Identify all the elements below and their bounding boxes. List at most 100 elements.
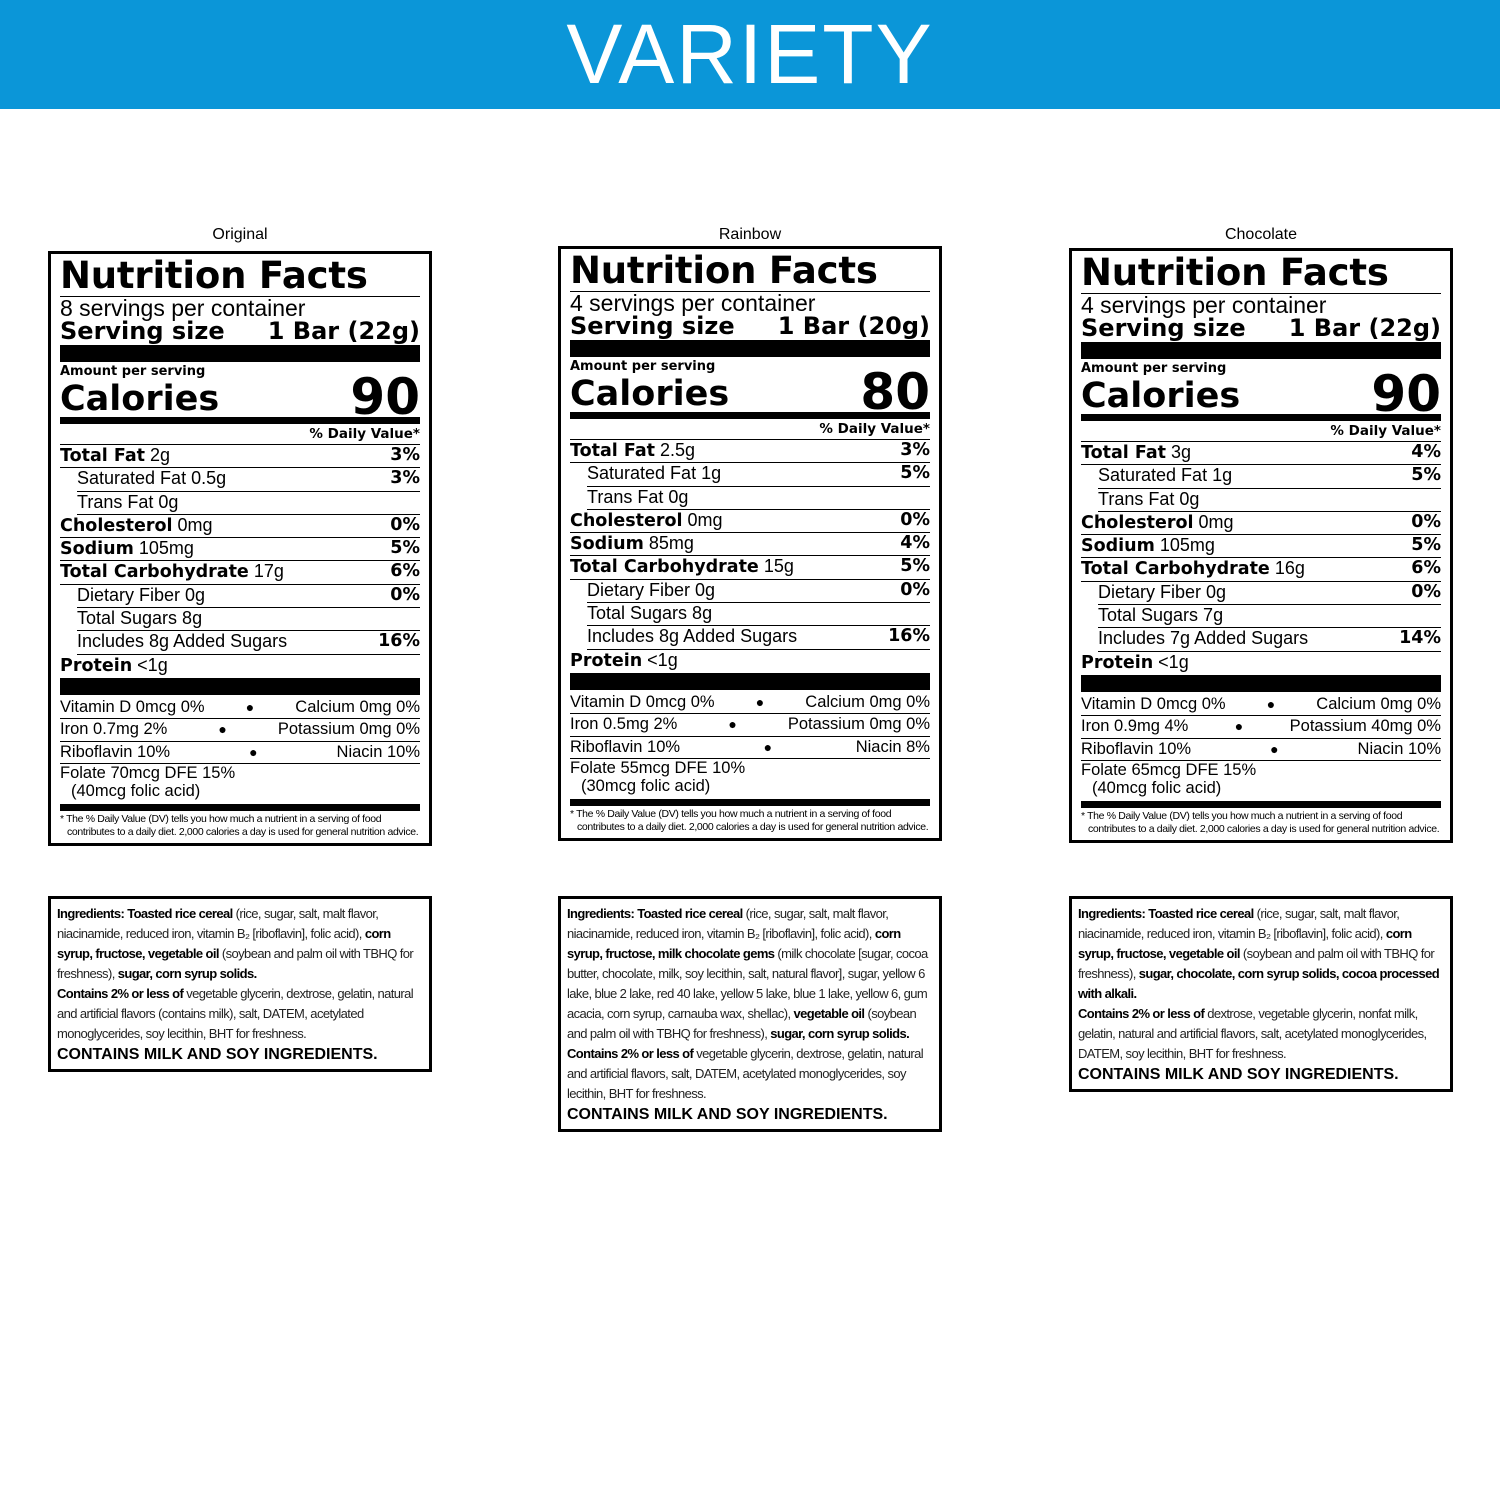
ingredient-bold: Ingredients: Toasted rice cereal — [57, 906, 233, 921]
ingredients-box: Ingredients: Toasted rice cereal (rice, … — [48, 896, 432, 1072]
calories: Calories 90 — [1081, 369, 1441, 419]
vitamin-right: Niacin 10% — [336, 742, 420, 761]
ingredients-list: Ingredients: Toasted rice cereal (rice, … — [567, 904, 934, 1044]
footnote-line: * The % Daily Value (DV) tells you how m… — [570, 808, 892, 821]
serving-size-value: 1 Bar (20g) — [777, 312, 930, 340]
bullet-icon: ● — [755, 693, 765, 710]
nutrient-amount: Saturated Fat 1g — [587, 463, 722, 484]
nutrient-amount: Saturated Fat 1g — [1098, 465, 1233, 486]
divider — [60, 417, 420, 424]
ingredient-bold: corn syrup, fructose, milk chocolate gem… — [567, 926, 901, 961]
nutrient-name: Total Carbohydrate — [570, 557, 759, 578]
vitamin-left: Iron 0.7mg 2% — [60, 720, 168, 739]
ingredient-bold: vegetable oil — [793, 1006, 866, 1021]
daily-value-header: % Daily Value* — [1081, 421, 1441, 442]
vitamin-left: Iron 0.9mg 4% — [1081, 717, 1189, 736]
nutrient-name: Protein — [60, 655, 133, 676]
vitamin-right: Niacin 8% — [855, 737, 930, 756]
calories-value: 90 — [350, 368, 420, 426]
daily-value: 3% — [900, 440, 930, 460]
nutrient-row: Dietary Fiber 0g 0% — [1098, 581, 1441, 606]
folic-acid: (30mcg folic acid) — [581, 777, 711, 796]
divider — [1081, 342, 1441, 359]
footnote-line: contributes to a daily diet. 2,000 calor… — [577, 821, 929, 834]
banner-title: VARIETY — [566, 7, 934, 101]
nutrient-name: Protein — [570, 650, 643, 671]
contains-text: vegetable glycerin, dextrose, gelatin, n… — [567, 1046, 924, 1101]
nutrition-column-original: Original Nutrition Facts 8 servings per … — [48, 225, 432, 847]
contains-less-than: Contains 2% or less of vegetable glyceri… — [57, 984, 424, 1044]
nutrient-amount: Includes 8g Added Sugars — [587, 626, 798, 647]
nutrient-row: Cholesterol 0mg 0% — [1081, 512, 1441, 536]
vitamin-left: Iron 0.5mg 2% — [570, 715, 678, 734]
daily-value: 16% — [378, 631, 420, 652]
nutrient-amount: 16g — [1269, 558, 1305, 579]
ingredient-text: (soybean and palm oil with TBHQ for fres… — [1078, 946, 1435, 981]
nutrient-name: Cholesterol — [570, 510, 683, 531]
ingredient-bold: sugar, chocolate, corn syrup solids, coc… — [1078, 966, 1440, 1001]
ingredients-list: Ingredients: Toasted rice cereal (rice, … — [1078, 904, 1445, 1004]
divider — [570, 412, 930, 419]
nutrient-row: Saturated Fat 1g 5% — [587, 463, 930, 487]
daily-value: 4% — [1411, 442, 1441, 462]
nutrient-amount: Dietary Fiber 0g — [77, 584, 206, 605]
divider — [60, 677, 420, 695]
footnote: * The % Daily Value (DV) tells you how m… — [1081, 808, 1441, 836]
nutrient-amount: 105mg — [1154, 535, 1215, 556]
daily-value: 5% — [1411, 465, 1441, 486]
nutrient-row: Total Sugars 8g — [77, 608, 420, 632]
calories-label: Calories — [1081, 376, 1241, 416]
nutrient-row: Sodium 105mg 5% — [60, 538, 420, 562]
nutrition-facts-title: Nutrition Facts — [570, 251, 930, 292]
nutrient-amount: Saturated Fat 0.5g — [77, 468, 227, 489]
vitamin-right: Niacin 10% — [1357, 739, 1441, 758]
nutrition-facts-label: Nutrition Facts 4 servings per container… — [558, 246, 942, 842]
serving-size-value: 1 Bar (22g) — [267, 317, 420, 345]
ingredient-text: (rice, sugar, salt, malt flavor, niacina… — [1078, 906, 1400, 941]
vitamin-row: Vitamin D 0mcg 0% ● Calcium 0mg 0% — [1081, 694, 1441, 717]
flavor-name: Chocolate — [1224, 226, 1298, 243]
nutrient-amount: 15g — [758, 556, 794, 577]
calories: Calories 80 — [570, 367, 930, 417]
daily-value: 3% — [390, 445, 420, 465]
daily-value: 16% — [888, 626, 930, 647]
nutrition-facts-label: Nutrition Facts 4 servings per container… — [1069, 248, 1453, 844]
nutrition-column-chocolate: Chocolate Nutrition Facts 4 servings per… — [1069, 225, 1453, 844]
serving-size-label: Serving size — [1081, 314, 1246, 342]
vitamin-row: Iron 0.5mg 2% ● Potassium 0mg 0% — [570, 714, 930, 737]
nutrient-amount: Total Sugars 8g — [587, 603, 713, 624]
nutrient-amount: Trans Fat 0g — [77, 491, 179, 512]
bullet-icon: ● — [218, 721, 227, 738]
vitamin-left: Vitamin D 0mcg 0% — [570, 692, 715, 711]
nutrient-row: Total Carbohydrate 15g 5% — [570, 556, 930, 580]
nutrient-row: Dietary Fiber 0g 0% — [587, 579, 930, 604]
vitamin-left: Riboflavin 10% — [60, 742, 171, 761]
vitamin-left: Riboflavin 10% — [1081, 739, 1192, 758]
allergen-statement: CONTAINS MILK AND SOY INGREDIENTS. — [57, 1046, 378, 1063]
ingredient-bold: corn syrup, fructose, vegetable oil — [1078, 926, 1412, 961]
nutrient-amount: Dietary Fiber 0g — [587, 579, 716, 600]
amount-per-serving: Amount per serving — [60, 364, 206, 379]
bullet-icon: ● — [245, 698, 255, 715]
nutrient-row: Saturated Fat 0.5g 3% — [77, 468, 420, 492]
ingredients-list: Ingredients: Toasted rice cereal (rice, … — [57, 904, 424, 984]
nutrient-amount: Total Sugars 8g — [77, 608, 203, 629]
servings-per-container: 4 servings per container — [1081, 292, 1327, 318]
bullet-icon: ● — [249, 743, 258, 760]
nutrient-amount: Trans Fat 0g — [1098, 488, 1200, 509]
servings-per-container: 8 servings per container — [60, 295, 306, 321]
nutrient-amount: 0mg — [682, 509, 723, 530]
daily-value: 5% — [900, 556, 930, 577]
nutrient-amount: Trans Fat 0g — [587, 486, 689, 507]
amount-per-serving: Amount per serving — [1081, 361, 1227, 376]
nutrient-amount: Includes 8g Added Sugars — [77, 631, 288, 652]
nutrient-row: Protein <1g — [60, 655, 420, 677]
daily-value-header: % Daily Value* — [570, 419, 930, 440]
vitamin-left: Vitamin D 0mcg 0% — [60, 697, 205, 716]
daily-value: 5% — [900, 463, 930, 484]
vitamin-row: Riboflavin 10% ● Niacin 8% — [570, 737, 930, 760]
nutrient-amount: Dietary Fiber 0g — [1098, 581, 1227, 602]
divider — [1081, 801, 1441, 809]
nutrient-amount: 17g — [248, 561, 284, 582]
daily-value: 5% — [390, 538, 420, 559]
